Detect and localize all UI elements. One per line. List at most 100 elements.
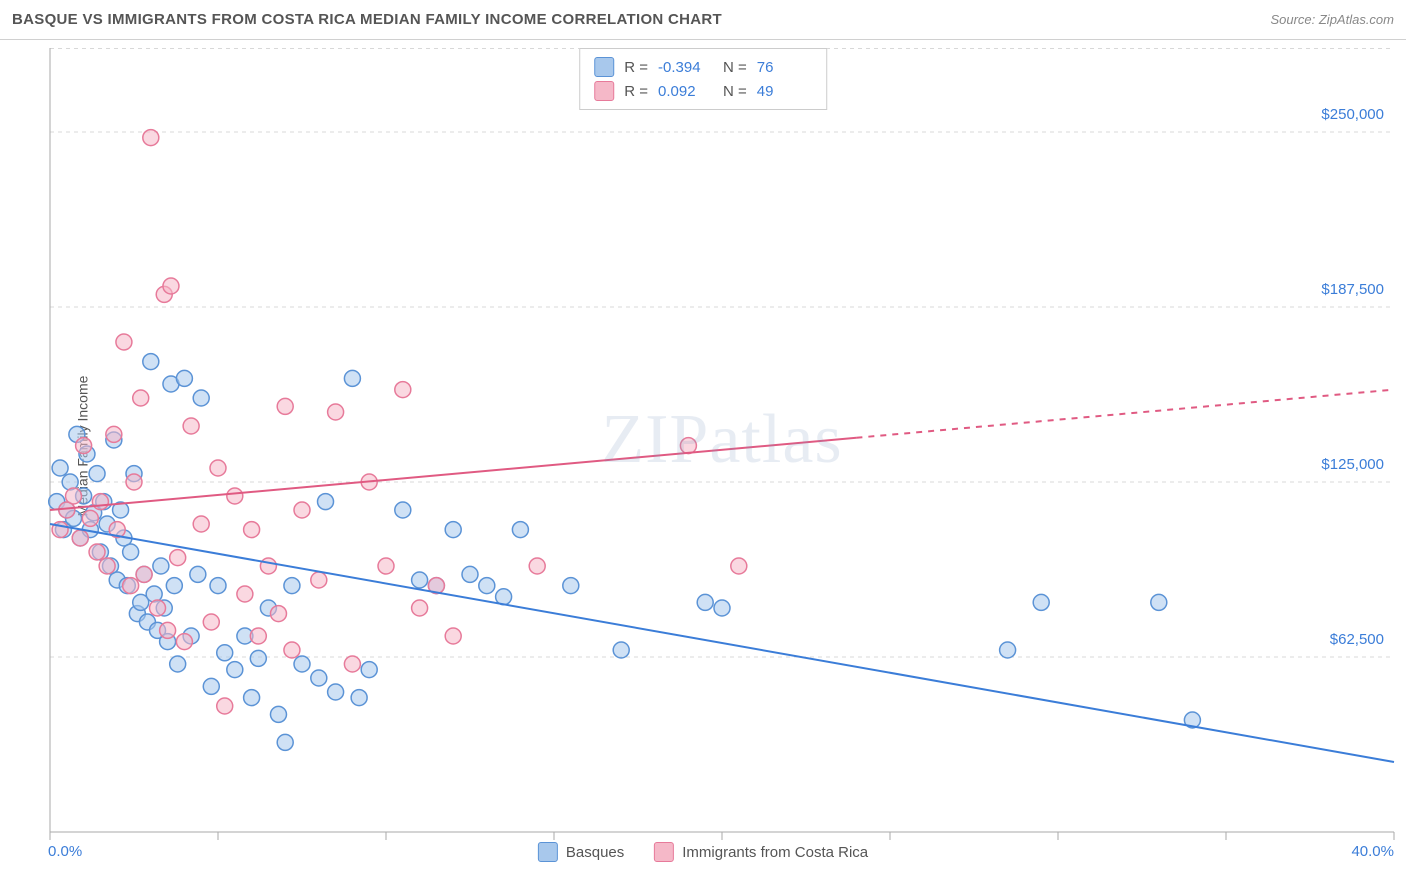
correlation-legend-row: R = -0.394 N = 76 [594, 55, 812, 79]
data-point [72, 530, 88, 546]
data-point [153, 558, 169, 574]
y-tick-label: $62,500 [1330, 631, 1384, 648]
data-point [193, 390, 209, 406]
data-point [344, 656, 360, 672]
data-point [361, 662, 377, 678]
data-point [166, 578, 182, 594]
data-point [66, 488, 82, 504]
data-point [123, 578, 139, 594]
chart-container: BASQUE VS IMMIGRANTS FROM COSTA RICA MED… [0, 0, 1406, 892]
y-tick-label: $187,500 [1321, 281, 1384, 298]
data-point [277, 398, 293, 414]
data-point [143, 130, 159, 146]
data-point [176, 634, 192, 650]
data-point [203, 678, 219, 694]
data-point [445, 522, 461, 538]
data-point [351, 690, 367, 706]
scatter-chart [50, 48, 1394, 832]
n-value: 76 [757, 59, 812, 76]
data-point [284, 578, 300, 594]
data-point [76, 438, 92, 454]
plot-area: ZIPatlas $62,500$125,000$187,500$250,000 [50, 48, 1394, 832]
data-point [217, 645, 233, 661]
data-point [244, 690, 260, 706]
data-point [462, 566, 478, 582]
data-point [250, 628, 266, 644]
trend-line-extrapolated [856, 390, 1394, 438]
data-point [227, 662, 243, 678]
data-point [512, 522, 528, 538]
data-point [1033, 594, 1049, 610]
chart-header: BASQUE VS IMMIGRANTS FROM COSTA RICA MED… [0, 0, 1406, 40]
legend-swatch [594, 81, 614, 101]
data-point [311, 670, 327, 686]
data-point [227, 488, 243, 504]
data-point [203, 614, 219, 630]
data-point [395, 502, 411, 518]
y-tick-label: $250,000 [1321, 106, 1384, 123]
data-point [92, 494, 108, 510]
legend-label: Immigrants from Costa Rica [682, 844, 868, 861]
series-legend: Basques Immigrants from Costa Rica [538, 842, 868, 862]
data-point [697, 594, 713, 610]
data-point [328, 684, 344, 700]
data-point [714, 600, 730, 616]
legend-swatch [594, 57, 614, 77]
data-point [163, 278, 179, 294]
chart-title: BASQUE VS IMMIGRANTS FROM COSTA RICA MED… [12, 11, 722, 28]
legend-item: Immigrants from Costa Rica [654, 842, 868, 862]
data-point [529, 558, 545, 574]
data-point [731, 558, 747, 574]
y-tick-label: $125,000 [1321, 456, 1384, 473]
data-point [176, 370, 192, 386]
r-label: R = [624, 59, 648, 76]
data-point [395, 382, 411, 398]
correlation-legend-row: R = 0.092N =49 [594, 79, 812, 103]
data-point [210, 460, 226, 476]
legend-item: Basques [538, 842, 624, 862]
r-label: R = [624, 83, 648, 100]
data-point [479, 578, 495, 594]
x-axis-min-label: 0.0% [48, 843, 82, 860]
data-point [116, 334, 132, 350]
data-point [237, 586, 253, 602]
data-point [318, 494, 334, 510]
data-point [613, 642, 629, 658]
data-point [193, 516, 209, 532]
data-point [412, 572, 428, 588]
data-point [284, 642, 300, 658]
data-point [445, 628, 461, 644]
r-value: -0.394 [658, 59, 713, 76]
data-point [344, 370, 360, 386]
trend-line [50, 438, 856, 510]
data-point [244, 522, 260, 538]
data-point [190, 566, 206, 582]
data-point [294, 656, 310, 672]
chart-source: Source: ZipAtlas.com [1270, 12, 1394, 27]
x-axis-max-label: 40.0% [1351, 843, 1394, 860]
data-point [294, 502, 310, 518]
data-point [82, 510, 98, 526]
data-point [680, 438, 696, 454]
n-label: N = [723, 83, 747, 100]
r-value: 0.092 [658, 83, 713, 100]
data-point [412, 600, 428, 616]
legend-label: Basques [566, 844, 624, 861]
data-point [217, 698, 233, 714]
legend-swatch [538, 842, 558, 862]
data-point [1000, 642, 1016, 658]
data-point [133, 390, 149, 406]
data-point [328, 404, 344, 420]
data-point [89, 466, 105, 482]
data-point [89, 544, 105, 560]
data-point [123, 544, 139, 560]
correlation-legend: R =-0.394N =76R = 0.092N =49 [579, 48, 827, 110]
data-point [378, 558, 394, 574]
data-point [143, 354, 159, 370]
data-point [99, 558, 115, 574]
data-point [126, 474, 142, 490]
data-point [52, 460, 68, 476]
data-point [170, 550, 186, 566]
data-point [311, 572, 327, 588]
n-label: N = [723, 59, 747, 76]
